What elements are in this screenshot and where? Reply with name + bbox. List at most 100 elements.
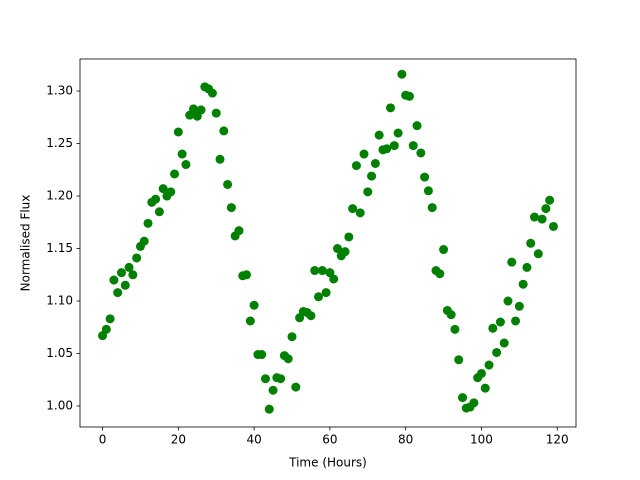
data-point bbox=[128, 270, 138, 280]
data-point bbox=[226, 203, 236, 213]
data-point bbox=[450, 324, 460, 334]
data-point bbox=[158, 184, 168, 194]
data-point bbox=[132, 253, 142, 263]
data-point bbox=[283, 354, 293, 364]
x-tick-label: 0 bbox=[99, 433, 107, 447]
data-point bbox=[518, 279, 528, 289]
data-point bbox=[355, 208, 365, 218]
y-tick-label: 1.30 bbox=[46, 84, 73, 98]
data-point bbox=[454, 355, 464, 365]
data-point bbox=[139, 236, 149, 246]
data-point bbox=[166, 187, 176, 197]
data-point bbox=[116, 268, 126, 278]
data-point bbox=[120, 280, 130, 290]
data-point bbox=[480, 383, 490, 393]
data-point bbox=[314, 292, 324, 302]
data-point bbox=[249, 300, 259, 310]
data-point bbox=[143, 218, 153, 228]
data-point bbox=[507, 257, 517, 267]
data-point bbox=[427, 203, 437, 213]
data-point bbox=[503, 296, 513, 306]
x-tick-label: 100 bbox=[470, 433, 493, 447]
data-point bbox=[495, 317, 505, 327]
data-point bbox=[393, 128, 403, 138]
data-point bbox=[264, 404, 274, 414]
data-point bbox=[332, 244, 342, 254]
data-point bbox=[386, 103, 396, 113]
data-point bbox=[548, 221, 558, 231]
data-point bbox=[242, 270, 252, 280]
data-point bbox=[101, 324, 111, 334]
x-tick-label: 80 bbox=[398, 433, 413, 447]
data-point bbox=[511, 316, 521, 326]
data-point bbox=[499, 338, 509, 348]
data-point bbox=[476, 368, 486, 378]
data-point bbox=[340, 247, 350, 257]
x-tick-label: 120 bbox=[546, 433, 569, 447]
data-point bbox=[234, 226, 244, 236]
data-point bbox=[545, 195, 555, 205]
data-point bbox=[533, 249, 543, 259]
data-point bbox=[310, 266, 320, 276]
data-point bbox=[257, 350, 267, 360]
data-point bbox=[196, 105, 206, 115]
data-point bbox=[219, 126, 229, 136]
data-point bbox=[188, 104, 198, 114]
data-point bbox=[181, 160, 191, 170]
data-point bbox=[446, 310, 456, 320]
data-point bbox=[484, 360, 494, 370]
data-point bbox=[348, 204, 358, 214]
data-point bbox=[412, 121, 422, 131]
y-tick-label: 1.25 bbox=[46, 136, 73, 150]
data-point bbox=[397, 69, 407, 79]
x-tick-label: 20 bbox=[171, 433, 186, 447]
y-tick-label: 1.15 bbox=[46, 241, 73, 255]
data-point bbox=[458, 393, 468, 403]
data-point bbox=[329, 274, 339, 284]
data-point bbox=[389, 141, 399, 151]
data-point bbox=[530, 212, 540, 222]
data-point bbox=[514, 301, 524, 311]
data-point bbox=[469, 398, 479, 408]
y-tick-label: 1.10 bbox=[46, 294, 73, 308]
data-point bbox=[109, 275, 119, 285]
data-point bbox=[223, 179, 233, 189]
data-point bbox=[420, 172, 430, 182]
data-point bbox=[260, 374, 270, 384]
x-tick-label: 60 bbox=[322, 433, 337, 447]
data-point bbox=[541, 204, 551, 214]
y-axis-label: Normalised Flux bbox=[19, 195, 33, 292]
x-tick-label: 40 bbox=[246, 433, 261, 447]
data-point bbox=[344, 232, 354, 242]
data-point bbox=[215, 154, 225, 164]
data-point bbox=[207, 88, 217, 98]
data-point bbox=[374, 130, 384, 140]
y-tick-label: 1.00 bbox=[46, 399, 73, 413]
data-point bbox=[113, 288, 123, 298]
data-point bbox=[439, 245, 449, 255]
data-point bbox=[124, 262, 134, 272]
data-point bbox=[211, 108, 221, 118]
data-point bbox=[291, 382, 301, 392]
data-point bbox=[245, 316, 255, 326]
data-point bbox=[321, 288, 331, 298]
data-point bbox=[492, 347, 502, 357]
y-tick-label: 1.20 bbox=[46, 189, 73, 203]
data-point bbox=[154, 207, 164, 217]
data-point bbox=[317, 266, 327, 276]
data-point bbox=[351, 161, 361, 171]
x-axis-label: Time (Hours) bbox=[288, 456, 367, 470]
data-point bbox=[306, 311, 316, 321]
data-point bbox=[276, 374, 286, 384]
data-point bbox=[537, 214, 547, 224]
data-point bbox=[526, 238, 536, 248]
data-point bbox=[367, 171, 377, 181]
data-point bbox=[287, 332, 297, 342]
data-point bbox=[151, 194, 161, 204]
data-point bbox=[170, 169, 180, 179]
data-point bbox=[416, 148, 426, 158]
data-point bbox=[423, 186, 433, 196]
data-point bbox=[382, 144, 392, 154]
data-point bbox=[404, 91, 414, 101]
